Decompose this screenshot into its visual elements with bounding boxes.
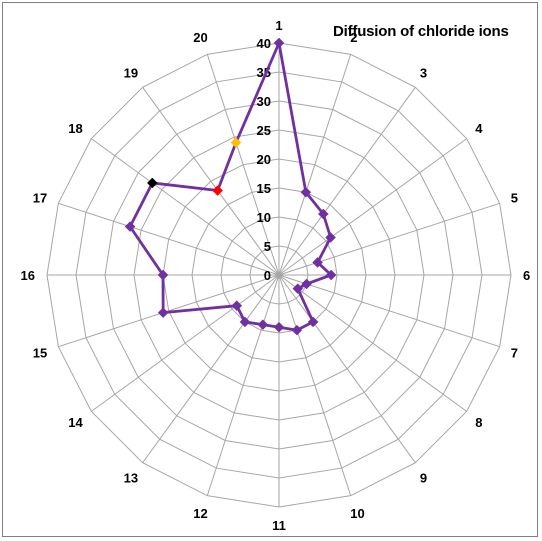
grid-spoke	[278, 274, 467, 412]
grid-spoke	[142, 274, 280, 463]
data-point-marker	[291, 324, 303, 336]
radial-tick-label: 30	[257, 94, 271, 109]
data-point-marker	[257, 319, 269, 331]
data-point-marker	[146, 177, 158, 189]
radar-grid	[46, 42, 512, 508]
chart-title: Diffusion of chloride ions	[333, 23, 509, 40]
data-point-marker	[124, 221, 136, 232]
category-label: 14	[68, 415, 83, 430]
grid-spoke	[278, 54, 352, 276]
category-label: 3	[420, 66, 427, 81]
category-label: 7	[511, 345, 518, 360]
category-label: 2	[350, 30, 357, 45]
data-point-marker	[307, 316, 319, 328]
data-point-marker	[231, 300, 243, 312]
data-point-marker	[157, 307, 169, 318]
category-label: 8	[475, 415, 482, 430]
category-label: 6	[523, 268, 530, 283]
grid-spoke	[278, 274, 500, 348]
category-label: 11	[272, 518, 286, 533]
category-label: 20	[193, 30, 207, 45]
radial-tick-label: 10	[257, 210, 271, 225]
category-label: 17	[33, 191, 47, 206]
grid-spoke	[278, 87, 416, 276]
series-layer	[124, 37, 337, 336]
radial-tick-label: 25	[257, 123, 271, 138]
category-label: 12	[193, 506, 207, 521]
category-label: 13	[124, 470, 138, 485]
data-point-marker	[212, 185, 223, 196]
data-point-marker	[239, 316, 251, 328]
category-label: 9	[420, 470, 427, 485]
radial-tick-label: 5	[264, 239, 271, 254]
grid-spoke	[278, 274, 416, 463]
data-point-marker	[317, 208, 329, 220]
chart-frame: Diffusion of chloride ions 0 5 10 15 20 25 30 3…	[2, 2, 538, 537]
category-label: 15	[33, 345, 47, 360]
grid-spoke	[91, 138, 280, 276]
data-point-marker	[273, 321, 285, 333]
grid-spoke	[91, 274, 280, 412]
category-label: 10	[350, 506, 364, 521]
grid-spoke	[206, 54, 280, 276]
grid-spoke	[58, 202, 280, 276]
category-label: 5	[511, 191, 518, 206]
category-label: 18	[68, 121, 82, 136]
data-point-marker	[273, 37, 285, 49]
category-label: 1	[275, 18, 282, 33]
grid-spoke	[278, 202, 500, 276]
category-label: 4	[475, 121, 483, 136]
grid-spoke	[142, 87, 280, 276]
data-point-marker	[301, 278, 312, 290]
data-point-marker	[325, 269, 337, 281]
radial-tick-label: 20	[257, 152, 271, 167]
data-point-marker	[157, 269, 169, 281]
grid-spoke	[278, 138, 467, 276]
grid-spoke	[278, 274, 352, 496]
data-point-marker	[230, 137, 242, 148]
radial-tick-label: 0	[264, 268, 271, 283]
radial-tick-label: 40	[257, 36, 271, 51]
category-label: 16	[21, 268, 35, 283]
category-label: 19	[124, 66, 138, 81]
grid-spoke	[206, 274, 280, 496]
data-point-marker	[312, 257, 323, 268]
data-point-marker	[300, 186, 312, 198]
data-point-marker	[325, 232, 336, 243]
radial-tick-label: 15	[257, 181, 271, 196]
data-point-marker	[292, 283, 304, 294]
